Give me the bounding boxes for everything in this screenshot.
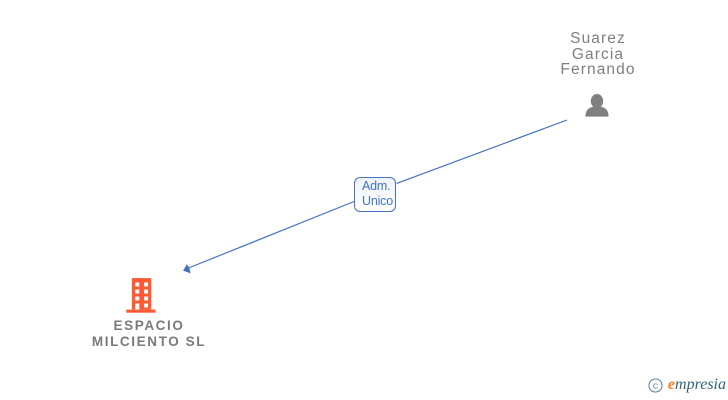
svg-text:C: C	[653, 383, 658, 390]
